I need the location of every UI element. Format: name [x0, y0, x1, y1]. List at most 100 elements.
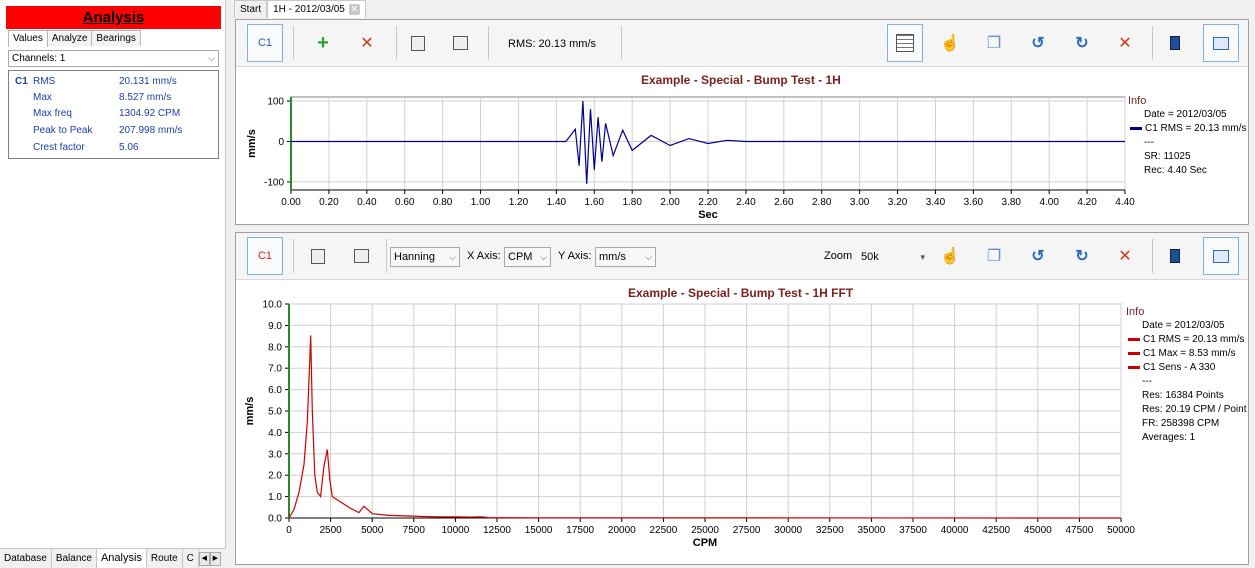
channel-button[interactable]: C1	[247, 237, 283, 275]
clear-icon[interactable]: ✕	[1118, 35, 1132, 52]
scroll-right-icon[interactable]: ▶	[209, 552, 221, 566]
calculator-icon[interactable]	[1157, 237, 1193, 275]
info-line: Res: 20.19 CPM / Point	[1142, 404, 1247, 415]
x-tick-label: 0.60	[395, 197, 415, 208]
y-tick-label: 9.0	[268, 321, 282, 332]
x-tick-label: 4.20	[1077, 197, 1097, 208]
x-tick-label: 0.00	[281, 197, 301, 208]
undo-icon[interactable]: ↺	[1031, 248, 1045, 265]
info-line: C1 RMS = 20.13 mm/s	[1126, 333, 1247, 347]
y-tick-label: 0.0	[268, 514, 282, 525]
value-text: 5.06	[119, 142, 139, 153]
spectrum-view-icon[interactable]	[343, 237, 379, 275]
spectrum-view-icon[interactable]	[442, 24, 478, 62]
time-view-icon[interactable]	[300, 237, 336, 275]
undo-icon[interactable]: ↺	[1031, 35, 1045, 52]
x-tick-label: 1.60	[585, 197, 605, 208]
info-line: C1 Sens - A 330	[1126, 361, 1247, 375]
analysis-pane: Analysis Values Analyze Bearings Channel…	[0, 0, 226, 568]
chevron-down-icon: ⌵	[208, 53, 215, 63]
channels-dropdown[interactable]: Channels: 1 ⌵	[8, 50, 219, 67]
tab-analysis[interactable]: Analysis	[96, 549, 147, 568]
fft-panel: C1 Hanning ⌵ X Axis: CPM ⌵ Y Axis: mm/s ⌵ Z…	[235, 232, 1249, 565]
scroll-left-icon[interactable]: ◀	[198, 552, 210, 566]
x-tick-label: 3.20	[888, 197, 908, 208]
x-tick-label: 17500	[566, 525, 594, 536]
window-dropdown[interactable]: Hanning ⌵	[390, 247, 460, 267]
chevron-down-icon: ⌵	[449, 252, 456, 262]
yaxis-value: mm/s	[599, 251, 626, 263]
tab-values[interactable]: Values	[8, 30, 48, 47]
x-tick-label: 0.20	[319, 197, 339, 208]
info-line: Averages: 1	[1142, 432, 1196, 443]
xaxis-dropdown[interactable]: CPM ⌵	[504, 247, 551, 267]
bottom-tabs: Database Balance Analysis Route C ◀ ▶	[0, 548, 226, 568]
tab-c[interactable]: C	[183, 549, 199, 568]
time-view-icon[interactable]	[400, 24, 436, 62]
tab-start[interactable]: Start	[234, 0, 268, 18]
y-tick-label: 5.0	[268, 407, 282, 418]
delete-icon[interactable]: ✕	[360, 35, 374, 52]
tab-balance[interactable]: Balance	[52, 549, 97, 568]
x-tick-label: 0.80	[433, 197, 453, 208]
channel-label: C1	[15, 76, 28, 87]
x-tick-label: 2.40	[736, 197, 756, 208]
value-text: 8.527 mm/s	[119, 92, 172, 103]
y-tick-label: 6.0	[268, 385, 282, 396]
redo-icon[interactable]: ↻	[1075, 35, 1089, 52]
x-tick-label: 0	[286, 525, 292, 536]
redo-icon[interactable]: ↻	[1075, 248, 1089, 265]
hand-icon[interactable]: ☝	[940, 248, 960, 265]
x-tick-label: 2.60	[774, 197, 794, 208]
x-tick-label: 22500	[649, 525, 677, 536]
yaxis-dropdown[interactable]: mm/s ⌵	[595, 247, 656, 267]
time-info-legend: Info Date = 2012/03/05 C1 RMS = 20.13 mm…	[1128, 94, 1246, 178]
grid-icon[interactable]	[887, 24, 923, 62]
tab-document-label: 1H - 2012/03/05	[273, 4, 345, 15]
analysis-title: Analysis	[6, 6, 221, 29]
time-waveform-panel: C1 + ✕ RMS: 20.13 mm/s ☝ ❐ ↺ ↻ ✕ Example…	[235, 19, 1249, 225]
channel-button-label: C1	[257, 250, 273, 262]
xaxis-value: CPM	[508, 251, 533, 263]
y-axis-label: mm/s	[246, 129, 258, 158]
x-tick-label: 30000	[774, 525, 802, 536]
add-icon[interactable]: +	[317, 31, 329, 54]
zoom-dropdown[interactable]: 50k ▾	[857, 247, 929, 267]
calculator-icon[interactable]	[1157, 24, 1193, 62]
x-tick-label: 2.00	[660, 197, 680, 208]
chevron-down-icon: ⌵	[540, 252, 547, 262]
fft-info-legend: Info Date = 2012/03/05 C1 RMS = 20.13 mm…	[1126, 305, 1247, 445]
x-tick-label: 50000	[1107, 525, 1135, 536]
x-tick-label: 1.20	[509, 197, 529, 208]
channel-button[interactable]: C1	[247, 24, 283, 62]
tab-database[interactable]: Database	[0, 549, 52, 568]
tab-analyze[interactable]: Analyze	[46, 30, 93, 46]
x-tick-label: 42500	[982, 525, 1010, 536]
x-tick-label: 35000	[857, 525, 885, 536]
hand-icon[interactable]: ☝	[940, 35, 960, 52]
x-tick-label: 2500	[319, 525, 342, 536]
x-tick-label: 25000	[691, 525, 719, 536]
x-tick-label: 15000	[525, 525, 553, 536]
info-heading: Info	[1128, 95, 1147, 107]
x-tick-label: 32500	[816, 525, 844, 536]
channels-label: Channels: 1	[12, 53, 66, 64]
legend-icon[interactable]	[1203, 237, 1239, 275]
tab-route[interactable]: Route	[147, 549, 183, 568]
value-row: Max 8.527 mm/s	[9, 90, 218, 105]
value-label: RMS	[33, 76, 56, 87]
copy-icon[interactable]: ❐	[986, 35, 1002, 52]
x-tick-label: 27500	[733, 525, 761, 536]
legend-icon[interactable]	[1203, 24, 1239, 62]
info-line: ---	[1144, 137, 1154, 148]
clear-icon[interactable]: ✕	[1118, 248, 1132, 265]
copy-icon[interactable]: ❐	[986, 248, 1002, 265]
tab-document[interactable]: 1H - 2012/03/05 ✕	[267, 0, 366, 18]
info-line: Date = 2012/03/05	[1142, 320, 1225, 331]
info-line: C1 Max = 8.53 mm/s	[1126, 347, 1247, 361]
value-row: C1 RMS 20.131 mm/s	[9, 74, 218, 89]
x-tick-label: 3.60	[964, 197, 984, 208]
x-axis-label: CPM	[693, 537, 717, 549]
tab-bearings[interactable]: Bearings	[91, 30, 141, 46]
close-icon[interactable]: ✕	[348, 4, 360, 15]
